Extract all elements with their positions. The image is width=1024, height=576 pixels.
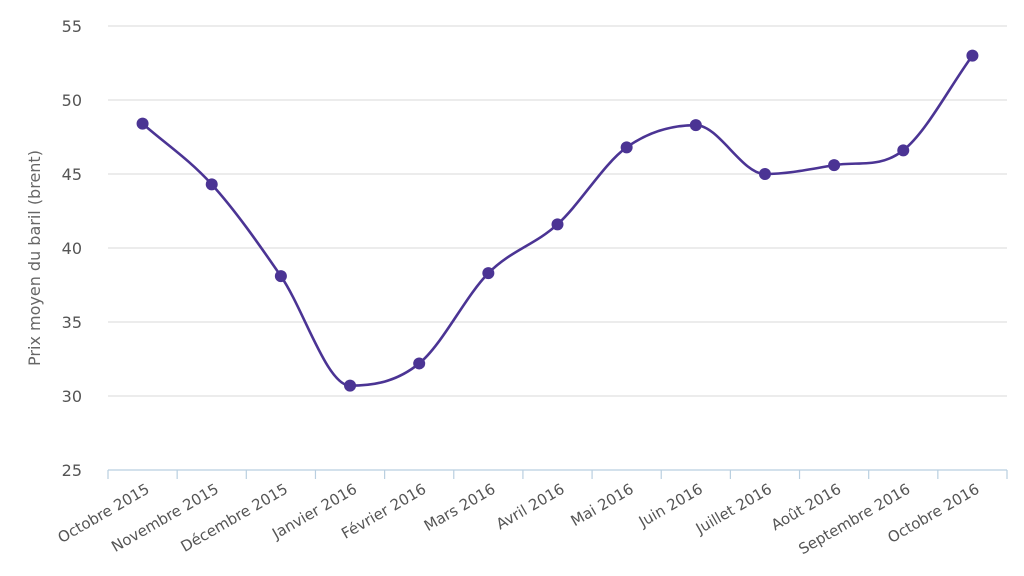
y-tick-label: 25	[62, 461, 82, 480]
x-tick-label: Avril 2016	[493, 480, 568, 533]
data-point	[413, 357, 426, 370]
data-point	[897, 144, 910, 157]
data-point	[620, 141, 633, 154]
series-layer	[136, 49, 979, 392]
y-tick-label: 50	[62, 91, 82, 110]
data-point	[136, 117, 149, 130]
y-axis-title: Prix moyen du baril (brent)	[25, 150, 44, 366]
data-point	[758, 168, 771, 180]
x-axis	[107, 469, 1008, 479]
y-axis-ticks: 25 30 35 40 45 50 55	[62, 17, 82, 480]
data-point	[274, 270, 287, 283]
x-tick-label: Mai 2016	[568, 480, 637, 530]
y-tick-label: 45	[62, 165, 82, 184]
data-point	[966, 49, 979, 62]
data-point	[344, 379, 357, 392]
x-tick-label: Mars 2016	[421, 480, 498, 535]
data-point	[205, 178, 218, 191]
y-tick-label: 55	[62, 17, 82, 36]
grid-lines	[108, 25, 1007, 397]
data-point	[551, 218, 564, 231]
y-tick-label: 30	[62, 387, 82, 406]
data-point	[689, 119, 702, 132]
y-tick-label: 35	[62, 313, 82, 332]
data-point	[828, 159, 841, 172]
y-tick-label: 40	[62, 239, 82, 258]
x-tick-label: Juillet 2016	[692, 480, 775, 538]
data-point	[482, 267, 495, 280]
